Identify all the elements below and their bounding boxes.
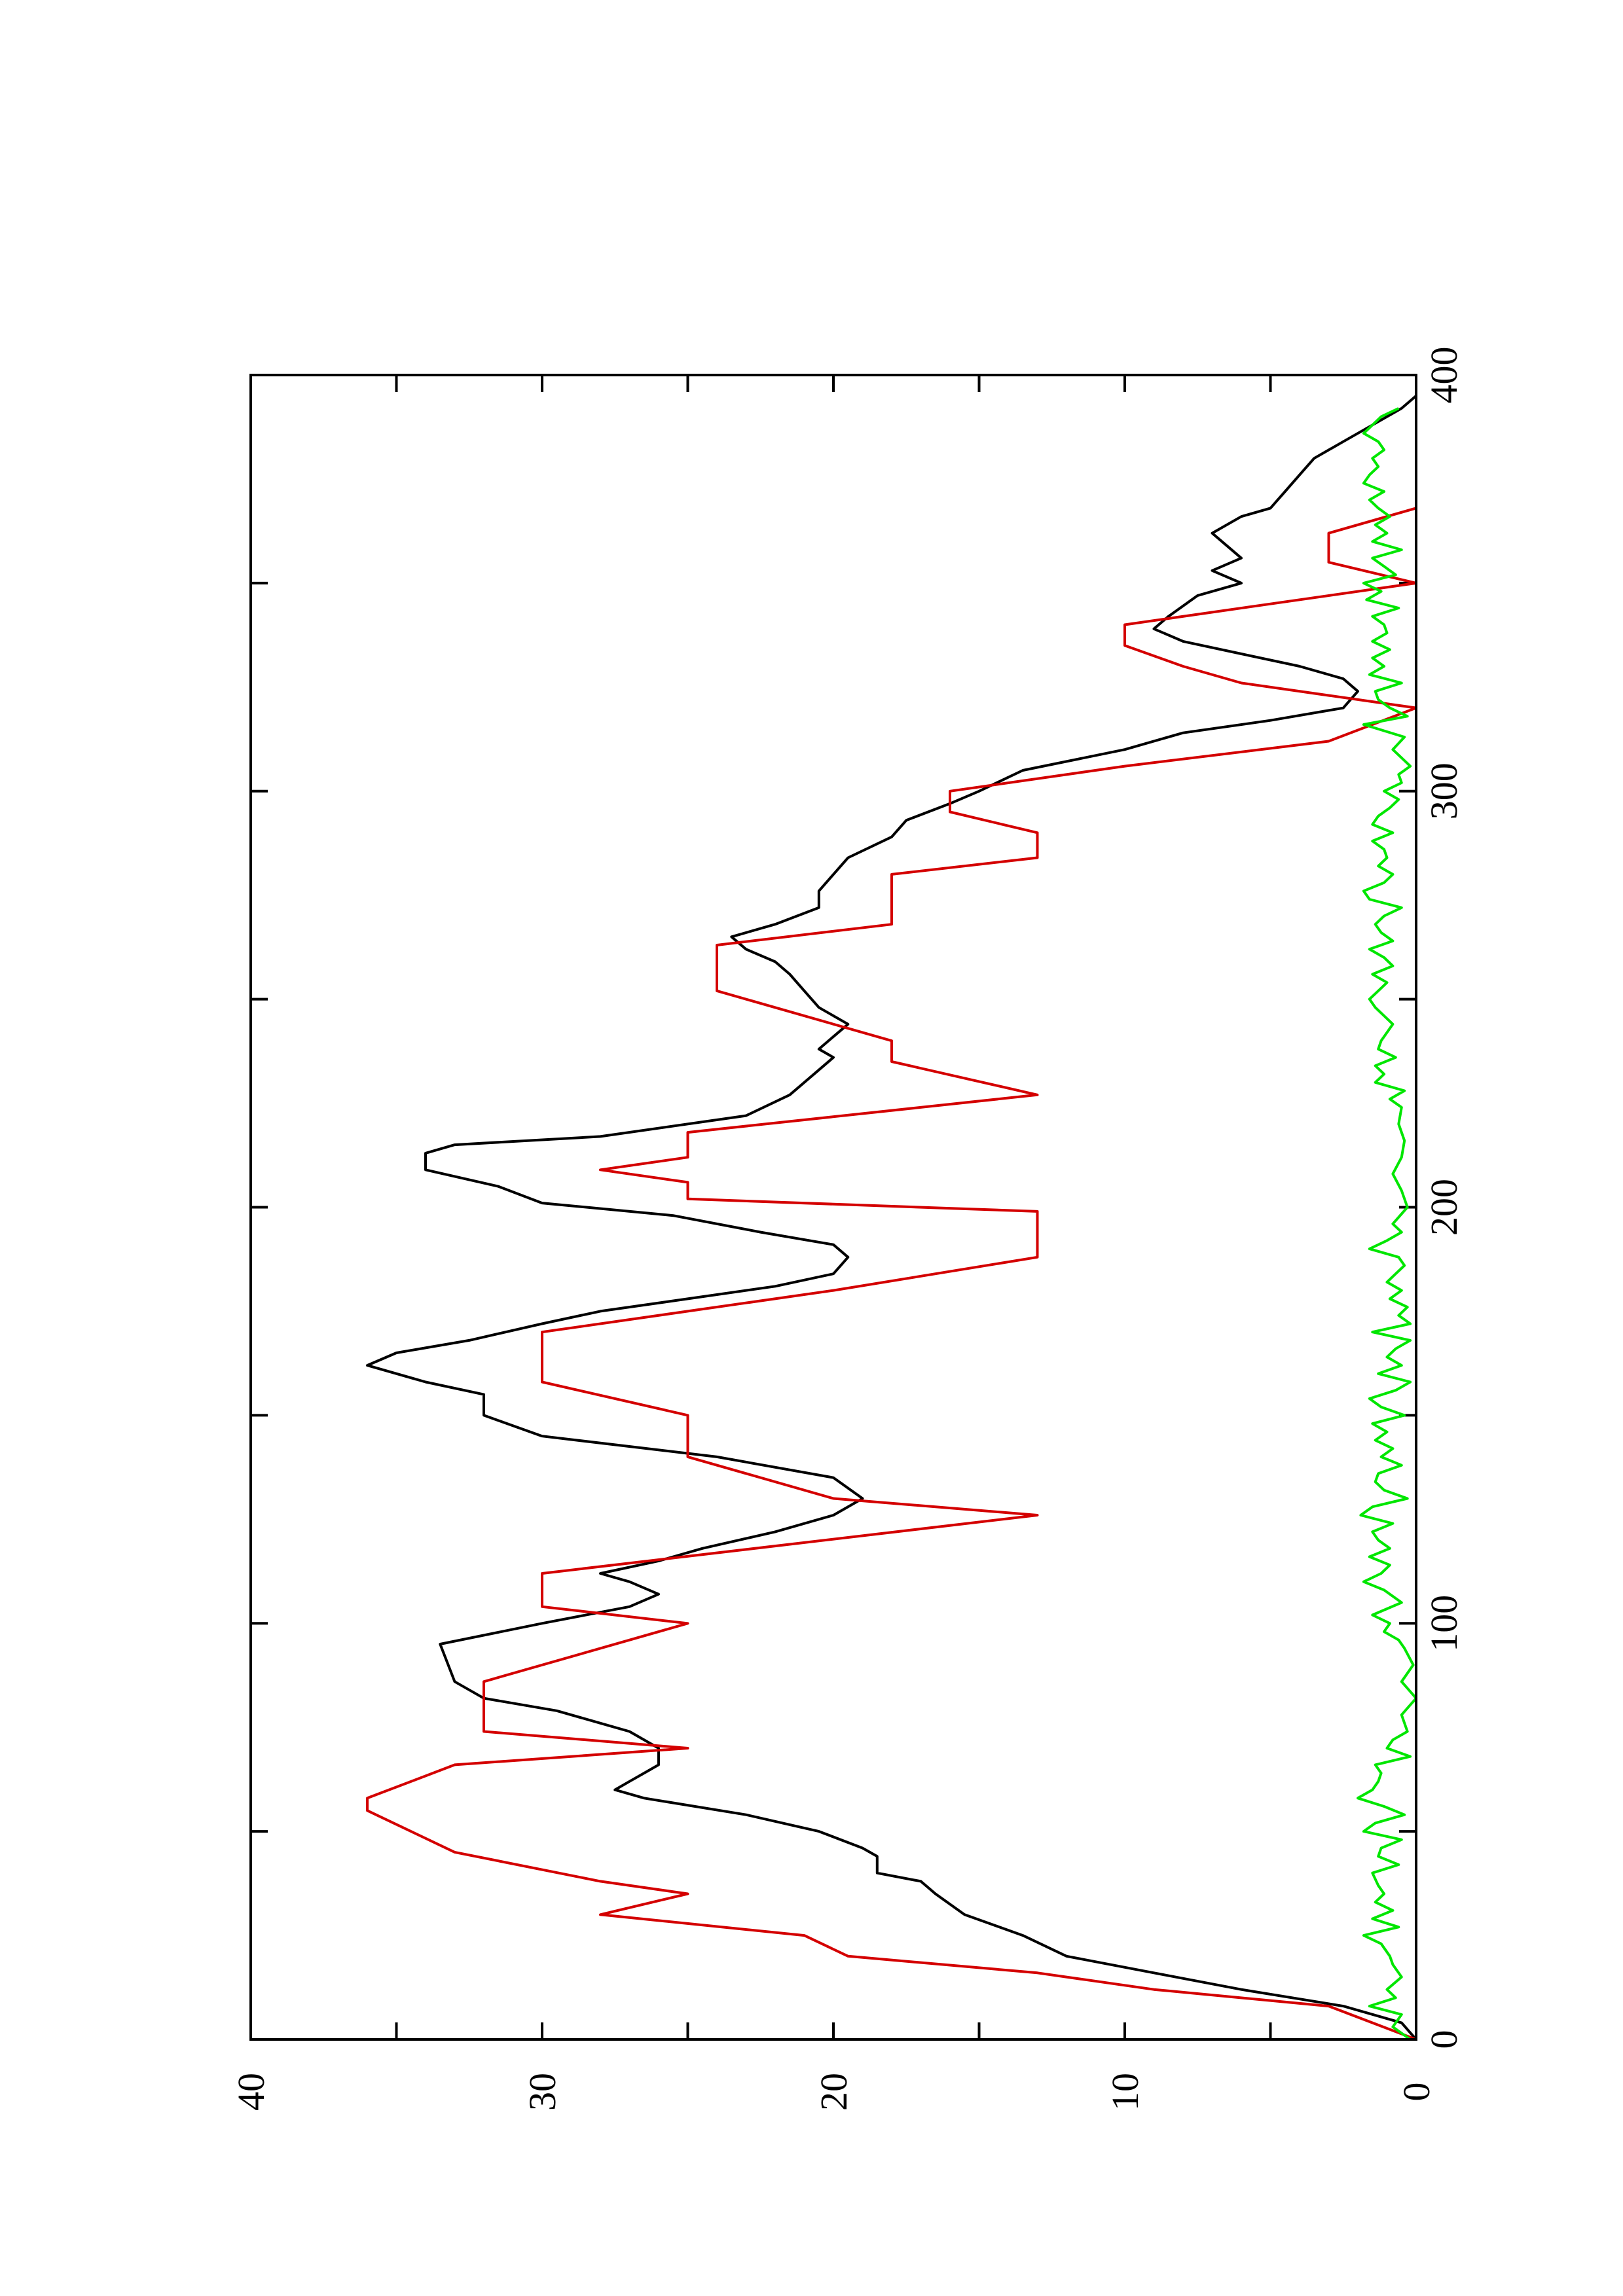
x-tick-label: 400 xyxy=(1423,347,1465,404)
tick-marks xyxy=(249,374,1417,2041)
y-tick-label: 30 xyxy=(521,2073,564,2111)
series-line-1 xyxy=(366,395,1417,2041)
x-tick-label: 100 xyxy=(1423,1595,1465,1652)
y-tick-label: 40 xyxy=(230,2073,272,2111)
x-tick-label: 200 xyxy=(1423,1179,1465,1236)
series-line-2 xyxy=(366,507,1417,2041)
plot-frame xyxy=(249,374,1417,2041)
y-tick-label: 0 xyxy=(1395,2083,1438,2102)
series-line-3 xyxy=(1357,407,1417,2041)
x-tick-label: 0 xyxy=(1423,2030,1465,2049)
tick-labels: 0 100 200 300 400 0 10 20 30 40 xyxy=(230,347,1465,2111)
y-tick-label: 20 xyxy=(812,2073,855,2111)
y-tick-label: 10 xyxy=(1104,2073,1146,2111)
x-tick-label: 300 xyxy=(1423,762,1465,819)
series-lines xyxy=(366,395,1417,2041)
